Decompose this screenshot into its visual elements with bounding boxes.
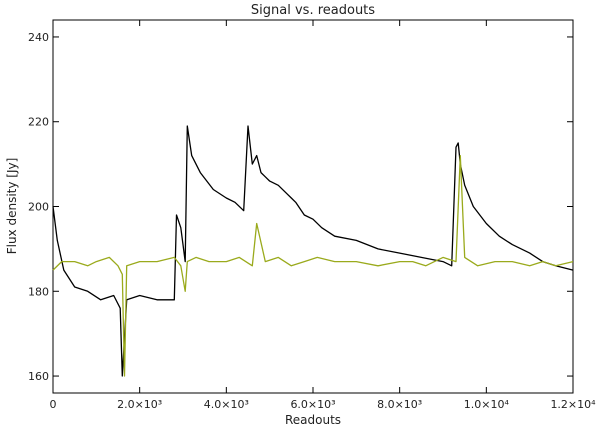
y-tick-label: 220: [28, 116, 49, 129]
y-tick-label: 180: [28, 285, 49, 298]
y-tick-label: 240: [28, 31, 49, 44]
x-tick-label: 8.0×10³: [377, 398, 422, 411]
y-axis-title: Flux density [Jy]: [5, 158, 19, 255]
x-axis-title: Readouts: [285, 413, 341, 427]
y-axis: 160 180 200 220 240: [28, 31, 573, 383]
x-axis: 0 2.0×10³ 4.0×10³ 6.0×10³ 8.0×10³ 1.0×10⁴ 1.2×…: [50, 20, 596, 411]
x-tick-label: 4.0×10³: [204, 398, 249, 411]
series-line-1: [52, 154, 574, 377]
x-tick-label: 1.0×10⁴: [464, 398, 510, 411]
x-tick-label: 2.0×10³: [117, 398, 162, 411]
series-line-0: [52, 125, 574, 377]
y-tick-label: 160: [28, 370, 49, 383]
x-tick-label: 6.0×10³: [290, 398, 335, 411]
y-tick-label: 200: [28, 201, 49, 214]
plot-frame: [52, 19, 574, 394]
x-tick-label: 1.2×10⁴: [550, 398, 596, 411]
x-tick-label: 0: [50, 398, 57, 411]
chart-title: Signal vs. readouts: [251, 3, 375, 18]
series-layer: [52, 125, 574, 377]
